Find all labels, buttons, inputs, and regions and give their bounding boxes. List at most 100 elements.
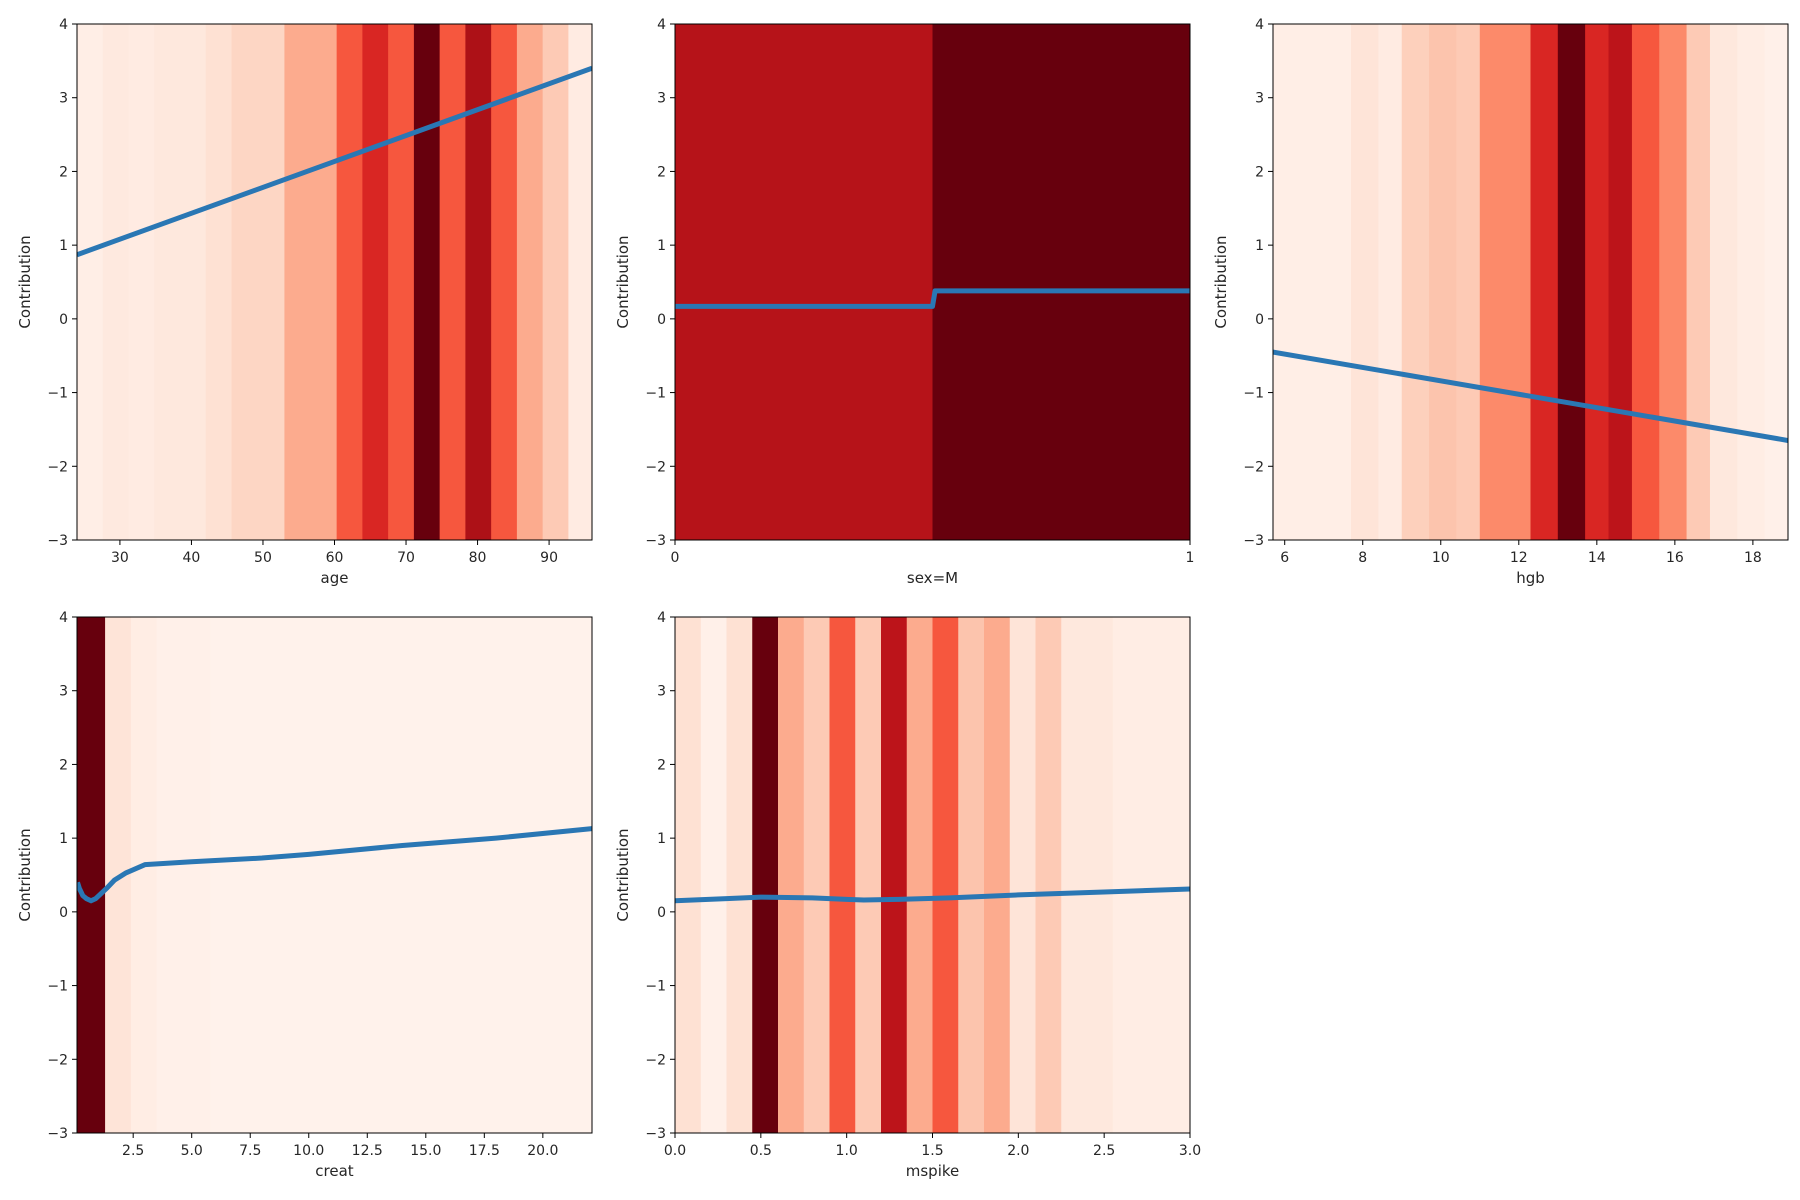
x-tick-label: 17.5 <box>469 1143 500 1159</box>
y-tick-label: 2 <box>59 164 68 180</box>
y-tick-label: 3 <box>1255 91 1264 107</box>
y-tick-label: −1 <box>645 386 666 402</box>
x-tick-label: 12 <box>1510 550 1528 566</box>
x-tick-label: 0 <box>671 550 680 566</box>
density-bin <box>1429 24 1457 540</box>
density-background <box>77 24 592 540</box>
y-tick-label: 3 <box>59 684 68 700</box>
density-bin <box>778 617 805 1133</box>
x-tick-label: 7.5 <box>239 1143 261 1159</box>
x-tick-label: 12.5 <box>352 1143 383 1159</box>
density-bin <box>932 24 1190 540</box>
density-bin <box>1764 24 1788 540</box>
y-tick-label: −2 <box>1243 459 1264 475</box>
y-tick-label: −2 <box>47 459 68 475</box>
density-bin <box>700 617 728 1133</box>
density-bin <box>336 24 363 540</box>
y-tick-label: −3 <box>1243 533 1264 549</box>
y-tick-label: −2 <box>645 459 666 475</box>
x-tick-label: 80 <box>469 550 487 566</box>
density-bin <box>1737 24 1766 540</box>
x-axis-label: mspike <box>906 1162 960 1180</box>
density-background <box>77 617 592 1133</box>
density-bin <box>77 24 104 540</box>
density-bin <box>1273 24 1352 540</box>
x-axis-label: hgb <box>1516 569 1545 587</box>
y-tick-label: 2 <box>59 757 68 773</box>
y-tick-label: −1 <box>645 979 666 995</box>
x-tick-label: 14 <box>1588 550 1606 566</box>
x-tick-label: 0.5 <box>750 1143 772 1159</box>
x-tick-label: 50 <box>254 550 272 566</box>
y-tick-label: 3 <box>59 91 68 107</box>
x-tick-label: 70 <box>397 550 415 566</box>
x-tick-label: 8 <box>1358 550 1367 566</box>
density-bin <box>1686 24 1711 540</box>
y-tick-label: −3 <box>645 533 666 549</box>
y-tick-label: 2 <box>1255 164 1264 180</box>
density-bin <box>465 24 492 540</box>
density-bin <box>1035 617 1062 1133</box>
y-tick-label: −2 <box>47 1052 68 1068</box>
density-bin <box>1378 24 1403 540</box>
density-background <box>675 617 1190 1133</box>
density-bin <box>855 617 882 1133</box>
density-bin <box>829 617 856 1133</box>
x-tick-label: 10.0 <box>293 1143 324 1159</box>
panel-mspike: 0.0 0.5 1.0 1.5 2.0 2.5 3.0 −3 −2 −1 0 1 2 3 4 mspike Co… <box>614 610 1201 1180</box>
x-tick-label: 1 <box>1186 550 1195 566</box>
x-tick-label: 2.5 <box>122 1143 144 1159</box>
density-bin <box>491 24 518 540</box>
y-tick-label: 4 <box>59 610 68 626</box>
axes-frame <box>76 616 593 1134</box>
density-bin <box>1351 24 1379 540</box>
y-tick-label: −3 <box>47 1126 68 1142</box>
density-bin <box>1061 617 1114 1133</box>
density-bin <box>231 24 286 540</box>
density-bin <box>1709 24 1738 540</box>
y-tick-label: 1 <box>657 831 666 847</box>
density-bin <box>284 24 338 540</box>
contribution-line <box>675 886 1190 904</box>
density-bin <box>516 24 544 540</box>
density-bin <box>362 24 389 540</box>
x-tick-label: 6 <box>1280 550 1289 566</box>
density-bin <box>1401 24 1430 540</box>
density-background <box>675 24 1190 540</box>
density-bin <box>128 24 155 540</box>
density-bin <box>542 24 569 540</box>
density-bin <box>130 617 158 1133</box>
y-tick-label: 1 <box>59 238 68 254</box>
y-tick-label: 0 <box>59 312 68 328</box>
contribution-line <box>77 826 592 904</box>
panel-creat: 2.5 5.0 7.5 10.0 12.5 15.0 17.5 20.0 −3 −2 −1 0 1 2 3 4… <box>16 610 593 1180</box>
x-tick-label: 2.5 <box>1093 1143 1115 1159</box>
density-bin <box>1479 24 1508 540</box>
density-bin <box>102 24 130 540</box>
y-tick-label: 1 <box>59 831 68 847</box>
y-axis-label: Contribution <box>614 828 632 921</box>
x-axis-label: sex=M <box>907 569 958 587</box>
x-axis-label: age <box>321 569 349 587</box>
y-axis-label: Contribution <box>16 235 34 328</box>
density-bin <box>1585 24 1610 540</box>
y-tick-label: 0 <box>657 312 666 328</box>
y-axis-label: Contribution <box>1212 235 1230 328</box>
x-tick-label: 0.0 <box>664 1143 686 1159</box>
y-tick-label: −1 <box>47 979 68 995</box>
x-tick-label: 5.0 <box>181 1143 203 1159</box>
density-bin <box>1631 24 1660 540</box>
density-bin <box>439 24 466 540</box>
x-axis-label: creat <box>315 1162 354 1180</box>
y-tick-label: 1 <box>1255 238 1264 254</box>
y-tick-label: 0 <box>59 905 68 921</box>
y-tick-label: 4 <box>1255 17 1264 33</box>
density-bin <box>77 617 106 1133</box>
density-bin <box>388 24 415 540</box>
y-axis-label: Contribution <box>614 235 632 328</box>
x-tick-label: 2.0 <box>1007 1143 1029 1159</box>
x-tick-label: 1.5 <box>921 1143 943 1159</box>
y-tick-label: 3 <box>657 91 666 107</box>
